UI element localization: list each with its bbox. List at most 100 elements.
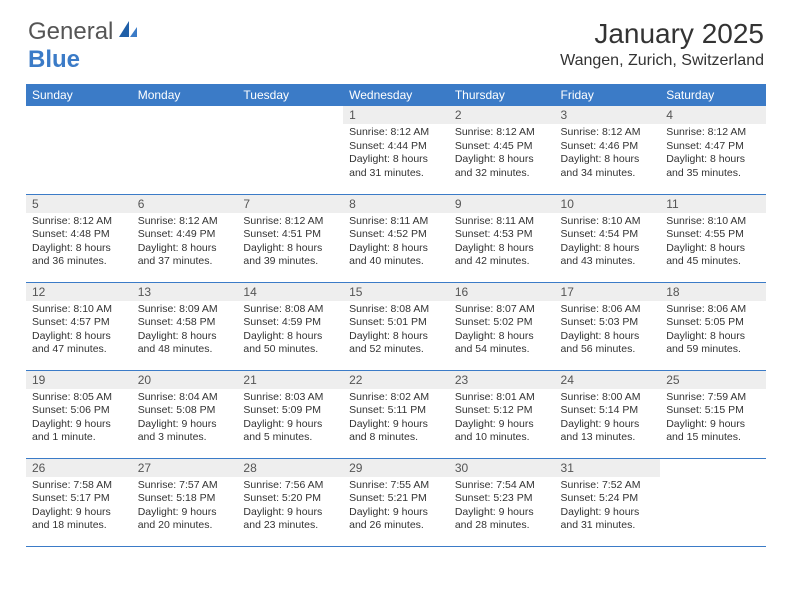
sunset-text: Sunset: 4:47 PM (666, 140, 760, 154)
day-info: Sunrise: 8:12 AMSunset: 4:49 PMDaylight:… (132, 213, 238, 272)
calendar-day-cell: 24Sunrise: 8:00 AMSunset: 5:14 PMDayligh… (555, 370, 661, 458)
sunset-text: Sunset: 5:11 PM (349, 404, 443, 418)
weekday-header: Sunday (26, 84, 132, 106)
day-number: 20 (132, 371, 238, 389)
sunrise-text: Sunrise: 8:07 AM (455, 303, 549, 317)
day-info: Sunrise: 8:08 AMSunset: 4:59 PMDaylight:… (237, 301, 343, 360)
calendar-week-row: 5Sunrise: 8:12 AMSunset: 4:48 PMDaylight… (26, 194, 766, 282)
day-info: Sunrise: 8:12 AMSunset: 4:48 PMDaylight:… (26, 213, 132, 272)
daylight-text: Daylight: 8 hours and 32 minutes. (455, 153, 549, 180)
calendar-day-cell (132, 106, 238, 194)
day-info: Sunrise: 7:57 AMSunset: 5:18 PMDaylight:… (132, 477, 238, 536)
day-info: Sunrise: 8:07 AMSunset: 5:02 PMDaylight:… (449, 301, 555, 360)
day-info: Sunrise: 8:02 AMSunset: 5:11 PMDaylight:… (343, 389, 449, 448)
sunrise-text: Sunrise: 8:12 AM (243, 215, 337, 229)
day-info: Sunrise: 8:10 AMSunset: 4:57 PMDaylight:… (26, 301, 132, 360)
sunset-text: Sunset: 5:18 PM (138, 492, 232, 506)
sunset-text: Sunset: 4:53 PM (455, 228, 549, 242)
daylight-text: Daylight: 8 hours and 43 minutes. (561, 242, 655, 269)
calendar-week-row: 12Sunrise: 8:10 AMSunset: 4:57 PMDayligh… (26, 282, 766, 370)
day-number: 11 (660, 195, 766, 213)
day-info: Sunrise: 8:12 AMSunset: 4:44 PMDaylight:… (343, 124, 449, 183)
weekday-header: Saturday (660, 84, 766, 106)
day-info: Sunrise: 7:59 AMSunset: 5:15 PMDaylight:… (660, 389, 766, 448)
daylight-text: Daylight: 8 hours and 59 minutes. (666, 330, 760, 357)
calendar-day-cell: 1Sunrise: 8:12 AMSunset: 4:44 PMDaylight… (343, 106, 449, 194)
daylight-text: Daylight: 8 hours and 31 minutes. (349, 153, 443, 180)
calendar-day-cell: 21Sunrise: 8:03 AMSunset: 5:09 PMDayligh… (237, 370, 343, 458)
calendar-day-cell: 16Sunrise: 8:07 AMSunset: 5:02 PMDayligh… (449, 282, 555, 370)
sunrise-text: Sunrise: 7:54 AM (455, 479, 549, 493)
sunset-text: Sunset: 5:21 PM (349, 492, 443, 506)
weekday-header: Monday (132, 84, 238, 106)
day-number: 6 (132, 195, 238, 213)
day-number: 25 (660, 371, 766, 389)
day-number: 19 (26, 371, 132, 389)
sunrise-text: Sunrise: 8:04 AM (138, 391, 232, 405)
sunset-text: Sunset: 5:20 PM (243, 492, 337, 506)
sunrise-text: Sunrise: 8:10 AM (32, 303, 126, 317)
calendar-day-cell: 28Sunrise: 7:56 AMSunset: 5:20 PMDayligh… (237, 458, 343, 546)
sunrise-text: Sunrise: 8:05 AM (32, 391, 126, 405)
weekday-header: Friday (555, 84, 661, 106)
calendar-week-row: 1Sunrise: 8:12 AMSunset: 4:44 PMDaylight… (26, 106, 766, 194)
sunrise-text: Sunrise: 8:12 AM (349, 126, 443, 140)
calendar-day-cell: 14Sunrise: 8:08 AMSunset: 4:59 PMDayligh… (237, 282, 343, 370)
weekday-header-row: SundayMondayTuesdayWednesdayThursdayFrid… (26, 84, 766, 106)
day-number: 10 (555, 195, 661, 213)
day-info: Sunrise: 8:10 AMSunset: 4:54 PMDaylight:… (555, 213, 661, 272)
calendar-day-cell: 22Sunrise: 8:02 AMSunset: 5:11 PMDayligh… (343, 370, 449, 458)
calendar-day-cell: 10Sunrise: 8:10 AMSunset: 4:54 PMDayligh… (555, 194, 661, 282)
day-number: 29 (343, 459, 449, 477)
sunrise-text: Sunrise: 8:03 AM (243, 391, 337, 405)
calendar-week-row: 26Sunrise: 7:58 AMSunset: 5:17 PMDayligh… (26, 458, 766, 546)
calendar-body: 1Sunrise: 8:12 AMSunset: 4:44 PMDaylight… (26, 106, 766, 546)
daylight-text: Daylight: 9 hours and 13 minutes. (561, 418, 655, 445)
daylight-text: Daylight: 8 hours and 37 minutes. (138, 242, 232, 269)
calendar-day-cell: 2Sunrise: 8:12 AMSunset: 4:45 PMDaylight… (449, 106, 555, 194)
day-info: Sunrise: 8:12 AMSunset: 4:51 PMDaylight:… (237, 213, 343, 272)
sunset-text: Sunset: 5:02 PM (455, 316, 549, 330)
brand-logo: General (28, 18, 141, 46)
day-number: 8 (343, 195, 449, 213)
month-title: January 2025 (560, 18, 764, 50)
calendar-day-cell (660, 458, 766, 546)
calendar-day-cell (237, 106, 343, 194)
daylight-text: Daylight: 8 hours and 56 minutes. (561, 330, 655, 357)
daylight-text: Daylight: 8 hours and 39 minutes. (243, 242, 337, 269)
sunrise-text: Sunrise: 7:52 AM (561, 479, 655, 493)
sunrise-text: Sunrise: 8:11 AM (455, 215, 549, 229)
sunrise-text: Sunrise: 7:58 AM (32, 479, 126, 493)
sunrise-text: Sunrise: 8:12 AM (561, 126, 655, 140)
daylight-text: Daylight: 9 hours and 18 minutes. (32, 506, 126, 533)
day-number: 7 (237, 195, 343, 213)
day-number: 16 (449, 283, 555, 301)
day-number: 17 (555, 283, 661, 301)
daylight-text: Daylight: 9 hours and 8 minutes. (349, 418, 443, 445)
location-text: Wangen, Zurich, Switzerland (560, 52, 764, 70)
sail-icon (117, 19, 139, 46)
daylight-text: Daylight: 8 hours and 48 minutes. (138, 330, 232, 357)
weekday-header: Wednesday (343, 84, 449, 106)
calendar-day-cell: 8Sunrise: 8:11 AMSunset: 4:52 PMDaylight… (343, 194, 449, 282)
sunrise-text: Sunrise: 8:01 AM (455, 391, 549, 405)
calendar-day-cell: 26Sunrise: 7:58 AMSunset: 5:17 PMDayligh… (26, 458, 132, 546)
calendar-day-cell (26, 106, 132, 194)
daylight-text: Daylight: 9 hours and 28 minutes. (455, 506, 549, 533)
calendar-day-cell: 9Sunrise: 8:11 AMSunset: 4:53 PMDaylight… (449, 194, 555, 282)
day-info: Sunrise: 8:11 AMSunset: 4:53 PMDaylight:… (449, 213, 555, 272)
daylight-text: Daylight: 9 hours and 15 minutes. (666, 418, 760, 445)
day-number: 12 (26, 283, 132, 301)
day-number: 18 (660, 283, 766, 301)
sunrise-text: Sunrise: 7:56 AM (243, 479, 337, 493)
sunset-text: Sunset: 5:15 PM (666, 404, 760, 418)
daylight-text: Daylight: 8 hours and 36 minutes. (32, 242, 126, 269)
brand-text-1: General (28, 18, 113, 46)
sunset-text: Sunset: 4:46 PM (561, 140, 655, 154)
weekday-header: Tuesday (237, 84, 343, 106)
day-info: Sunrise: 8:12 AMSunset: 4:47 PMDaylight:… (660, 124, 766, 183)
day-info: Sunrise: 8:08 AMSunset: 5:01 PMDaylight:… (343, 301, 449, 360)
day-number: 4 (660, 106, 766, 124)
day-info: Sunrise: 8:11 AMSunset: 4:52 PMDaylight:… (343, 213, 449, 272)
sunrise-text: Sunrise: 8:12 AM (138, 215, 232, 229)
